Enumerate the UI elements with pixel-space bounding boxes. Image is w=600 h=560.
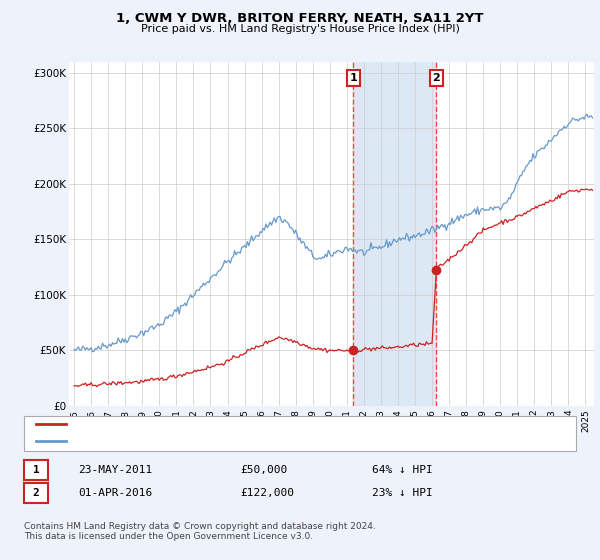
Text: 1, CWM Y DWR, BRITON FERRY, NEATH, SA11 2YT (detached house): 1, CWM Y DWR, BRITON FERRY, NEATH, SA11 … (75, 419, 427, 429)
Text: This data is licensed under the Open Government Licence v3.0.: This data is licensed under the Open Gov… (24, 532, 313, 541)
Text: HPI: Average price, detached house, Neath Port Talbot: HPI: Average price, detached house, Neat… (75, 436, 358, 446)
Text: 2: 2 (433, 73, 440, 83)
Text: 01-APR-2016: 01-APR-2016 (78, 488, 152, 498)
Text: £122,000: £122,000 (240, 488, 294, 498)
Text: Contains HM Land Registry data © Crown copyright and database right 2024.: Contains HM Land Registry data © Crown c… (24, 522, 376, 531)
Text: £50,000: £50,000 (240, 465, 287, 475)
Text: 64% ↓ HPI: 64% ↓ HPI (372, 465, 433, 475)
Text: 1: 1 (32, 465, 40, 475)
Bar (586, 62, 594, 406)
Text: 1, CWM Y DWR, BRITON FERRY, NEATH, SA11 2YT: 1, CWM Y DWR, BRITON FERRY, NEATH, SA11 … (116, 12, 484, 25)
Bar (353, 62, 436, 406)
Text: 1: 1 (349, 73, 357, 83)
Text: 2: 2 (32, 488, 40, 498)
Text: 23-MAY-2011: 23-MAY-2011 (78, 465, 152, 475)
Text: Price paid vs. HM Land Registry's House Price Index (HPI): Price paid vs. HM Land Registry's House … (140, 24, 460, 34)
Text: 23% ↓ HPI: 23% ↓ HPI (372, 488, 433, 498)
